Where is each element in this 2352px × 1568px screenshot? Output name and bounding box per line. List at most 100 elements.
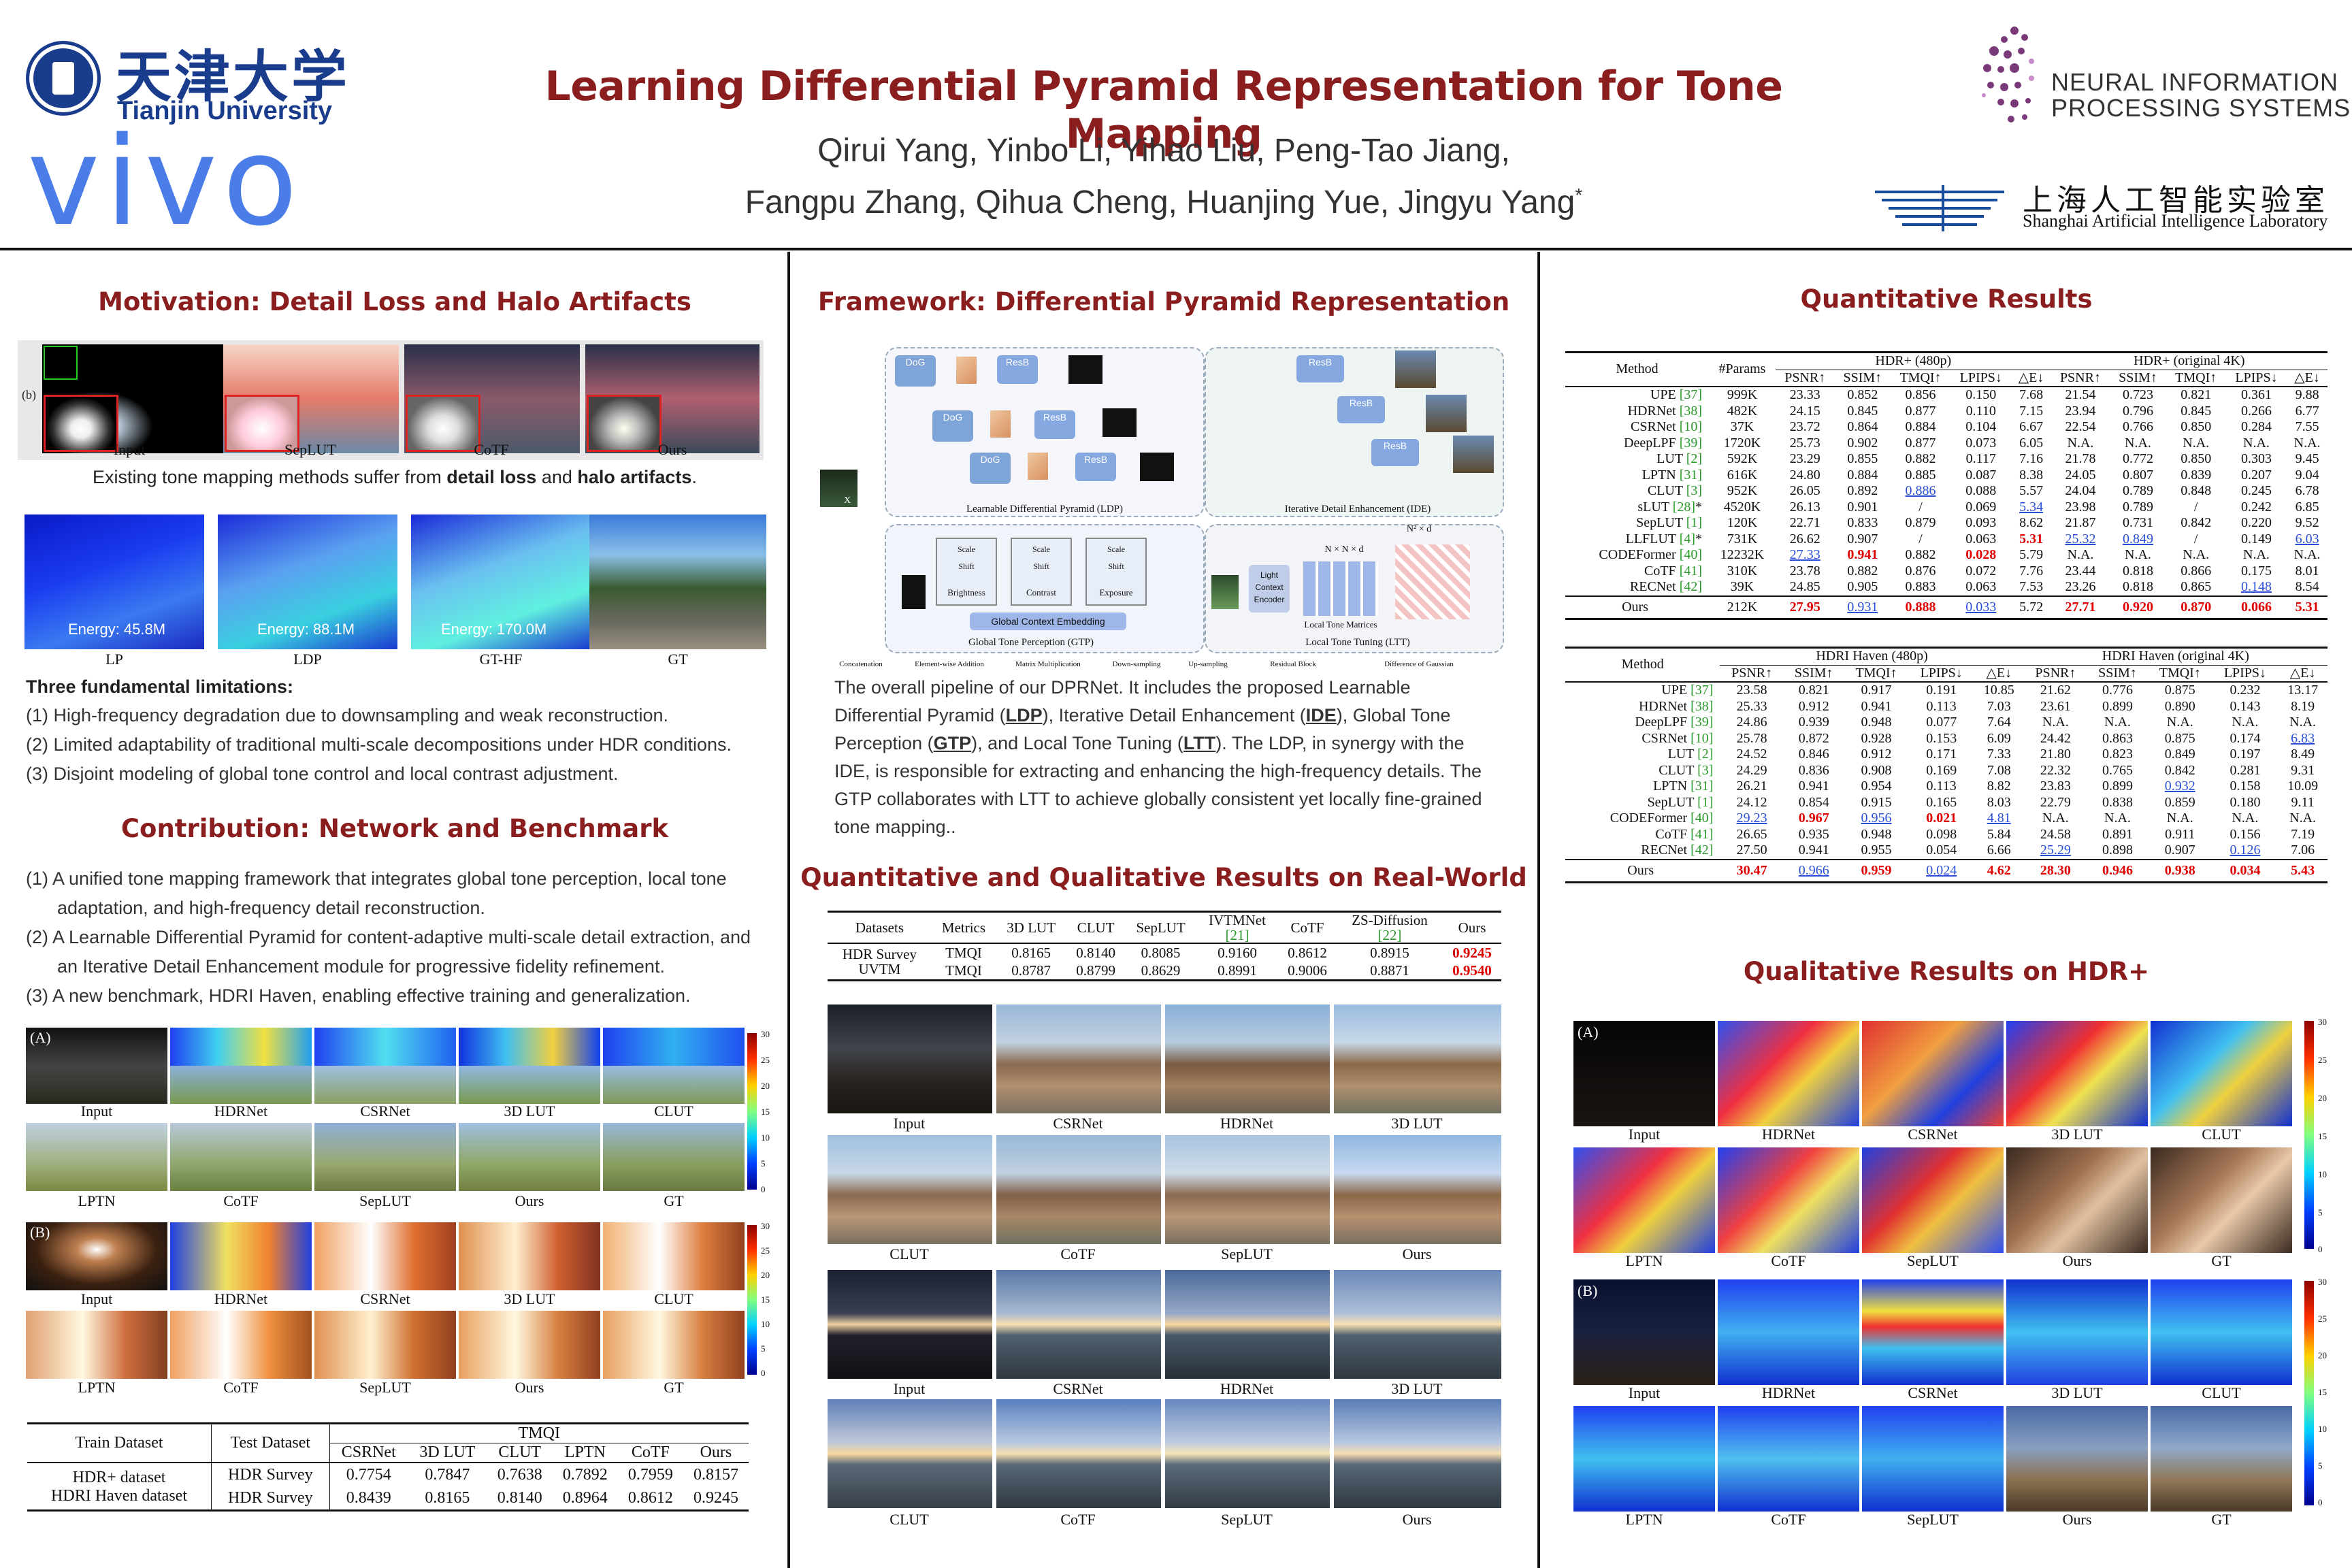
cell: N.A. xyxy=(2125,547,2151,562)
cell: 9.52 xyxy=(2295,515,2319,530)
cell: 24.52 xyxy=(1736,747,1767,762)
cell: 0.875 xyxy=(2164,730,2195,746)
limit-3: (3) Disjoint modeling of global tone con… xyxy=(26,764,619,784)
fw-gtp: GTP xyxy=(933,733,972,753)
gB-cap-seplut: SepLUT xyxy=(359,1379,411,1396)
col3-grid-b: (B) xyxy=(1573,1279,2308,1538)
q-cap: CLUT xyxy=(2202,1126,2241,1143)
th-zsdiff: ZS-Diffusion xyxy=(1352,912,1428,928)
cell: 0.850 xyxy=(2180,451,2212,466)
rw-cap: CSRNet xyxy=(1053,1115,1103,1132)
cell: / xyxy=(2193,531,2198,546)
cell: 0.789 xyxy=(2122,499,2153,514)
cell: 0.158 xyxy=(2230,779,2261,794)
q-cap: 3D LUT xyxy=(2051,1384,2103,1401)
method-cell: RECNet [42] xyxy=(1641,843,1714,858)
table-row: LUT [2] 24.52 0.846 0.912 0.171 7.33 21.80 0.82… xyxy=(1565,747,2328,763)
cell: / xyxy=(1918,531,1923,546)
cell: N.A. xyxy=(2289,811,2317,826)
cell: 0.842 xyxy=(2180,515,2212,530)
cell: 0.876 xyxy=(1905,563,1936,578)
input-x-label: X xyxy=(844,495,851,506)
cell: 23.78 xyxy=(1789,563,1820,578)
cell: 0.941 xyxy=(1798,843,1829,858)
cell: 26.21 xyxy=(1736,779,1767,794)
method-cell: LUT [2] xyxy=(1656,451,1703,466)
contrib-1: (1) A unified tone mapping framework tha… xyxy=(26,868,727,918)
cell: 24.05 xyxy=(2065,467,2096,483)
cell: 0.8787 xyxy=(1011,962,1051,979)
cell: 0.954 xyxy=(1861,779,1892,794)
cell: 6.09 xyxy=(1987,730,2011,746)
gA-cap-input: Input xyxy=(80,1102,113,1120)
cell: 9.11 xyxy=(2291,794,2315,810)
cell: 0.842 xyxy=(2164,762,2195,778)
th-col: SepLUT xyxy=(1136,919,1186,936)
cell: 0.941 xyxy=(1861,698,1892,714)
dog-block: DoG xyxy=(895,355,936,387)
q-cap: CSRNet xyxy=(1908,1126,1958,1143)
legend-matmul: Matrix Multiplication xyxy=(1015,660,1081,668)
grid-b-tag: (B) xyxy=(30,1224,50,1241)
gB-cap-3dlut: 3D LUT xyxy=(504,1290,555,1307)
q-cap: LPTN xyxy=(1625,1252,1663,1269)
cell: 24.12 xyxy=(1736,794,1767,810)
cell: 0.848 xyxy=(2180,483,2212,498)
cell: 0.054 xyxy=(1926,843,1957,858)
ref-citation: [31] xyxy=(1687,779,1714,794)
framework-title: Framework: Differential Pyramid Represen… xyxy=(817,287,1510,316)
ref-citation: [38] xyxy=(1676,403,1703,419)
qualitative-title: Qualitative Results on HDR+ xyxy=(1743,957,2150,986)
authors-line-2: Fangpu Zhang, Qihua Cheng, Huanjing Yue,… xyxy=(490,174,1838,225)
cbar-a-tick: 5 xyxy=(761,1158,766,1169)
cell: 5.57 xyxy=(2019,483,2044,498)
cell: 0.833 xyxy=(1847,515,1878,530)
q-cap: HDRNet xyxy=(1761,1126,1816,1143)
cell: 0.856 xyxy=(1905,387,1936,402)
cell: 0.939 xyxy=(1798,715,1829,730)
th-col-zsdiff: ZS-Diffusion [22] xyxy=(1337,912,1443,944)
cell: 0.169 xyxy=(1926,762,1957,778)
table-row-ours: Ours 212K 27.95 0.931 0.888 0.033 5.72 27.71 0.9… xyxy=(1565,595,2328,619)
ref-citation: [2] xyxy=(1682,451,1703,466)
cell: 21.87 xyxy=(2065,515,2096,530)
cell: 0.967 xyxy=(1798,811,1829,826)
q-cap: CoTF xyxy=(1771,1252,1806,1269)
shlab-name-cn: 上海人工智能实验室 xyxy=(2023,183,2329,218)
cell: 0.8085 xyxy=(1141,945,1181,961)
method-cell: LPTN [31] xyxy=(1642,467,1703,483)
q-cap: CoTF xyxy=(1771,1511,1806,1528)
cell: 0.864 xyxy=(1847,419,1878,434)
ref-citation: [10] xyxy=(1687,730,1714,746)
cell: 24.29 xyxy=(1736,762,1767,778)
gB-cap-input: Input xyxy=(80,1290,113,1307)
gA-cap-clut: CLUT xyxy=(654,1102,693,1120)
col-divider-2 xyxy=(1537,252,1540,1568)
cell: 8.19 xyxy=(2291,698,2315,714)
cell: 0.938 xyxy=(2164,862,2195,878)
gA-cap-csrnet: CSRNet xyxy=(360,1102,410,1120)
shlab-name-en: Shanghai Artificial Intelligence Laborat… xyxy=(2023,211,2328,231)
cell: 0.232 xyxy=(2230,683,2261,698)
cell: 0.875 xyxy=(2164,683,2195,698)
cell: 0.117 xyxy=(1965,451,1996,466)
table-row: UPE [37] 999K 23.33 0.852 0.856 0.150 7.68 21.5… xyxy=(1565,387,2328,404)
cell: 27.50 xyxy=(1736,843,1767,858)
col3-grid-a: (A) xyxy=(1573,1021,2308,1279)
cell: 0.845 xyxy=(2180,403,2212,419)
table-row: RECNet [42] 39K 24.85 0.905 0.883 0.063 7.53 23… xyxy=(1565,579,2328,596)
n2d-label: N² × d xyxy=(1406,524,1432,534)
table-row: HDRNet [38] 482K 24.15 0.845 0.877 0.110 7.15 2… xyxy=(1565,404,2328,420)
th-tmqi: TMQI xyxy=(329,1423,749,1443)
table-row: CODEFormer [40] 29.23 0.967 0.956 0.021 4.81 N… xyxy=(1565,811,2328,827)
contribution-title: Contribution: Network and Benchmark xyxy=(120,814,669,843)
ref-citation: [31] xyxy=(1676,467,1703,483)
train-test-table: Train Dataset Test Dataset TMQI CSRNet 3… xyxy=(27,1422,749,1512)
cell: HDR Survey xyxy=(211,1487,330,1511)
legend-resb: Residual Block xyxy=(1270,660,1316,668)
colorbar-a xyxy=(747,1033,757,1190)
cell: 0.859 xyxy=(2164,794,2195,810)
cell: UVTM xyxy=(858,961,901,977)
th-col: 3D LUT xyxy=(1007,919,1056,936)
header-rule xyxy=(0,248,2352,250)
